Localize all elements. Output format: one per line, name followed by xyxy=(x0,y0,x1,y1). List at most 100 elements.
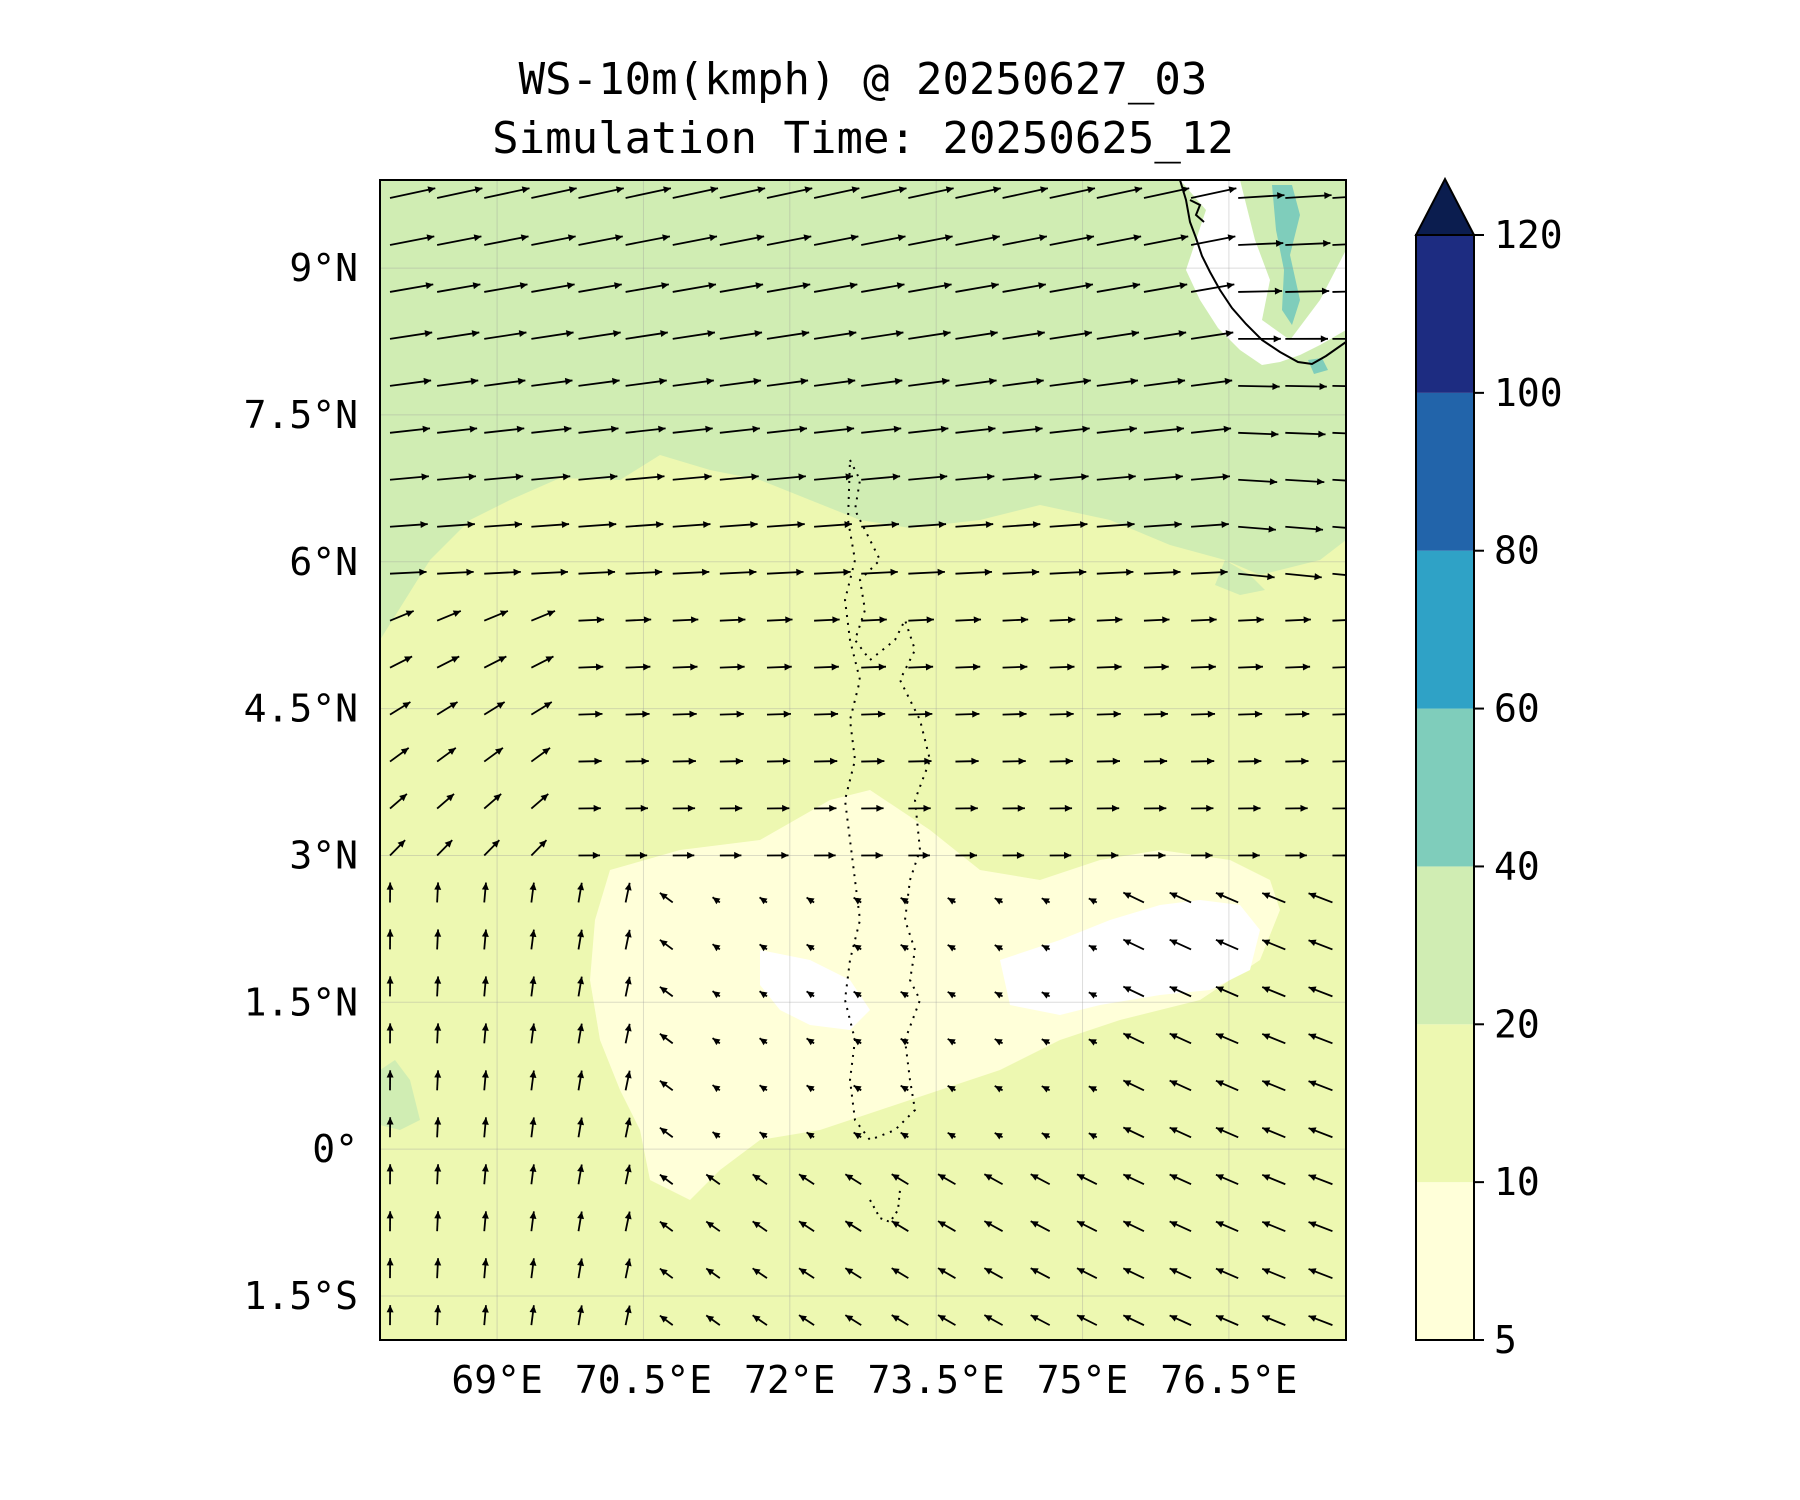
map-frame xyxy=(379,179,1347,1341)
wind-arrow xyxy=(1332,290,1346,293)
wind-arrow xyxy=(434,1164,442,1185)
wind-arrow xyxy=(712,1037,721,1046)
wind-arrow xyxy=(861,710,886,718)
wind-arrow xyxy=(659,1220,674,1232)
wind-arrow xyxy=(861,377,903,387)
wind-arrow xyxy=(531,610,556,622)
wind-arrow xyxy=(624,976,632,997)
wind-arrow xyxy=(625,186,672,199)
wind-arrow xyxy=(908,425,949,434)
wind-arrow xyxy=(1041,1038,1051,1046)
wind-arrow xyxy=(719,234,765,246)
wind-arrow xyxy=(578,330,621,340)
wind-arrow xyxy=(1285,663,1311,671)
wind-arrow xyxy=(672,186,719,199)
wind-arrow xyxy=(752,1314,768,1326)
wind-arrow xyxy=(994,897,1004,905)
wind-arrow xyxy=(1190,377,1233,387)
wind-arrow xyxy=(529,929,537,950)
wind-arrow xyxy=(908,521,947,529)
wind-arrow xyxy=(578,521,617,529)
wind-arrow xyxy=(798,1220,815,1232)
wind-arrow xyxy=(719,757,744,765)
colorbar-segment xyxy=(1416,1182,1474,1340)
wind-arrow xyxy=(813,186,860,199)
wind-arrow xyxy=(1096,473,1136,481)
wind-arrow xyxy=(1308,1268,1333,1280)
wind-arrow xyxy=(1215,985,1239,998)
wind-arrow xyxy=(705,1314,721,1326)
wind-arrow xyxy=(937,1173,956,1186)
wind-arrow xyxy=(578,282,622,293)
wind-arrow xyxy=(1285,239,1331,247)
wind-arrow xyxy=(908,282,952,293)
wind-arrow xyxy=(900,1037,909,1046)
wind-arrow xyxy=(766,757,791,765)
wind-arrow xyxy=(1332,854,1346,857)
wind-arrow xyxy=(1041,897,1051,905)
wind-arrow xyxy=(659,1126,674,1138)
wind-arrow xyxy=(1041,1132,1051,1140)
wind-arrow xyxy=(1143,521,1182,529)
wind-arrow xyxy=(577,976,585,997)
wind-arrow xyxy=(712,943,721,952)
wind-arrow xyxy=(813,330,857,340)
wind-arrow xyxy=(844,1314,862,1326)
wind-arrow xyxy=(1096,330,1140,340)
wind-arrow xyxy=(1285,478,1325,486)
wind-arrow xyxy=(1002,757,1026,765)
wind-arrow xyxy=(625,663,651,671)
wind-arrow xyxy=(577,1305,585,1326)
wind-arrow xyxy=(1096,710,1121,718)
wind-arrow xyxy=(891,1314,909,1326)
wind-arrow xyxy=(1096,616,1123,624)
wind-arrow xyxy=(798,1173,815,1185)
wind-arrow xyxy=(947,991,956,999)
wind-vectors xyxy=(386,186,1346,1326)
wind-arrow xyxy=(908,804,931,812)
wind-arrow xyxy=(955,473,995,481)
wind-arrow xyxy=(437,377,479,387)
wind-arrow xyxy=(484,521,523,529)
wind-arrow xyxy=(1169,985,1192,998)
wind-arrow xyxy=(624,1117,632,1138)
wind-arrow xyxy=(891,1220,909,1232)
wind-arrow xyxy=(1096,234,1142,246)
wind-arrow xyxy=(672,851,695,859)
wind-arrow xyxy=(1143,710,1168,718)
wind-arrow xyxy=(1332,760,1346,763)
wind-arrow xyxy=(481,882,489,903)
wind-arrow xyxy=(1215,939,1239,951)
wind-arrow xyxy=(481,976,489,997)
wind-arrow xyxy=(1285,851,1307,859)
wind-arrow xyxy=(436,234,482,246)
wind-arrow xyxy=(955,330,998,340)
wind-arrow xyxy=(1261,1080,1286,1092)
wind-arrow xyxy=(484,377,526,387)
wind-arrow xyxy=(1285,804,1308,812)
wind-arrow xyxy=(389,186,436,199)
wind-arrow xyxy=(1215,1220,1239,1233)
wind-arrow xyxy=(577,1023,585,1044)
wind-arrow xyxy=(529,1305,537,1326)
wind-arrow xyxy=(712,1084,721,1093)
colorbar-tick-label: 60 xyxy=(1494,687,1540,731)
wind-arrow xyxy=(1041,944,1051,952)
wind-arrow xyxy=(625,377,667,387)
wind-arrow xyxy=(955,234,1000,246)
wind-arrow xyxy=(389,425,431,434)
wind-arrow xyxy=(672,330,716,340)
wind-arrow xyxy=(1238,525,1276,533)
wind-arrow xyxy=(531,186,577,199)
wind-arrow xyxy=(1238,616,1264,624)
wind-arrow xyxy=(705,1220,721,1232)
wind-arrow xyxy=(1049,425,1090,434)
wind-arrow xyxy=(900,1084,909,1093)
wind-field-40-60-spot xyxy=(1308,358,1328,374)
wind-arrow xyxy=(908,186,954,199)
wind-arrow xyxy=(947,897,956,905)
wind-arrow xyxy=(1285,525,1324,533)
colorbar-extend-triangle xyxy=(1414,176,1476,236)
wind-arrow xyxy=(1096,425,1137,434)
wind-arrow xyxy=(955,521,994,529)
